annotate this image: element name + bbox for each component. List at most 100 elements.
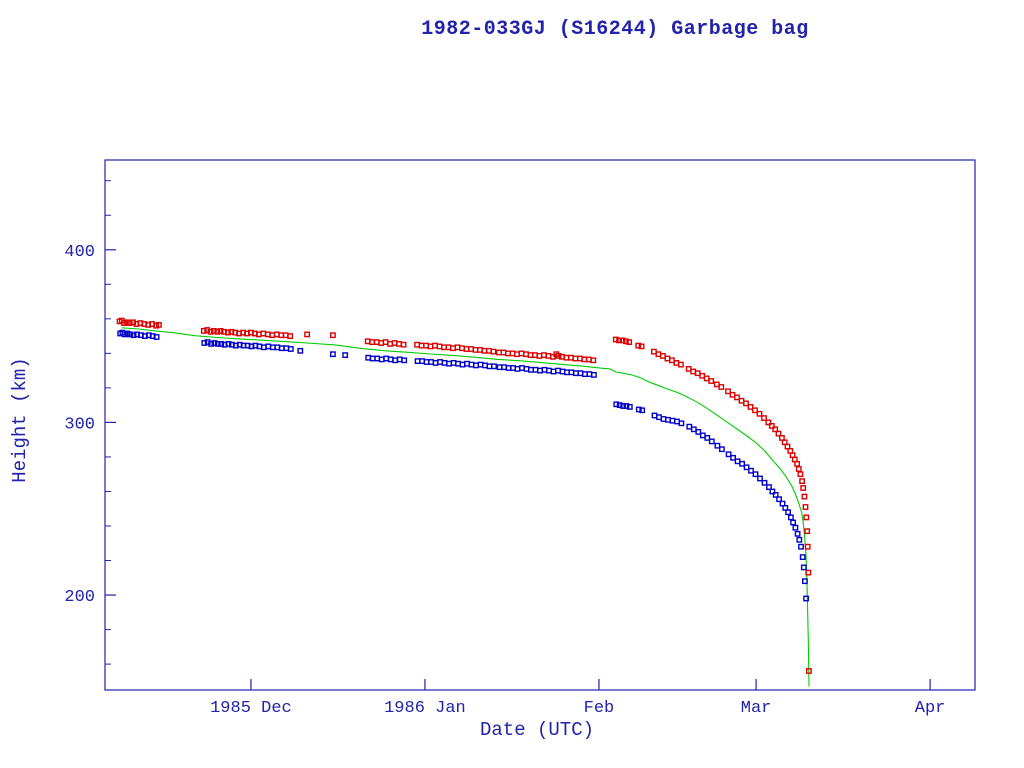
blue-marker (772, 492, 779, 498)
blue-marker (365, 354, 372, 361)
red-marker (772, 426, 779, 433)
blue-marker (699, 432, 706, 439)
blue-marker (423, 359, 430, 365)
blue-marker (496, 364, 503, 371)
blue-marker (803, 595, 810, 602)
blue-marker (739, 460, 746, 467)
red-marker (794, 460, 801, 467)
red-marker (801, 493, 808, 500)
blue-marker (523, 366, 530, 372)
red-marker (287, 333, 294, 339)
red-marker (468, 346, 474, 352)
red-marker (364, 338, 371, 345)
red-marker (264, 331, 271, 338)
blue-marker (660, 416, 667, 422)
red-marker (445, 344, 452, 351)
red-marker (414, 341, 420, 348)
red-marker (713, 381, 720, 388)
red-marker (635, 342, 642, 349)
red-marker (481, 347, 488, 354)
red-marker (765, 419, 772, 426)
y-tick-label: 400 (64, 243, 95, 262)
red-marker (436, 343, 443, 350)
blue-marker (798, 543, 804, 550)
blue-marker (555, 367, 561, 374)
blue-marker (505, 365, 512, 371)
blue-marker (752, 471, 759, 478)
red-marker (255, 331, 262, 338)
blue-marker (623, 403, 630, 409)
red-marker (269, 332, 276, 339)
red-marker (545, 353, 552, 359)
red-marker (638, 343, 645, 350)
blue-marker (532, 366, 539, 373)
red-marker (217, 328, 224, 334)
blue-marker (582, 371, 588, 377)
red-marker (500, 349, 507, 356)
blue-marker (704, 435, 711, 441)
red-marker (509, 350, 516, 357)
blue-marker (800, 564, 807, 571)
red-marker (568, 354, 574, 361)
blue-marker (626, 404, 633, 410)
blue-marker (748, 467, 754, 474)
blue-marker (464, 360, 470, 367)
red-marker (725, 388, 731, 395)
blue-marker (564, 369, 570, 376)
blue-marker (730, 454, 737, 461)
red-marker (664, 355, 671, 362)
red-marker (373, 339, 380, 345)
blue-marker (218, 341, 225, 347)
blue-marker (260, 344, 267, 351)
red-marker (802, 504, 809, 510)
red-marker (496, 349, 502, 356)
blue-marker (459, 361, 466, 368)
blue-marker (695, 429, 702, 435)
x-tick-label: Feb (584, 699, 615, 718)
blue-marker (214, 341, 221, 347)
blue-marker (690, 426, 697, 433)
series-red-squares (116, 317, 812, 674)
blue-marker (130, 332, 137, 339)
blue-marker (591, 372, 597, 378)
red-marker (804, 528, 811, 535)
red-marker (718, 384, 725, 390)
red-marker (541, 352, 547, 358)
blue-marker (665, 416, 671, 423)
blue-marker (799, 554, 806, 561)
blue-marker (586, 371, 593, 377)
blue-marker (501, 364, 507, 371)
x-axis-label: Date (UTC) (479, 719, 595, 741)
red-marker (463, 346, 470, 352)
blue-marker (766, 484, 772, 490)
red-marker (505, 350, 511, 357)
blue-marker (491, 363, 497, 370)
y-tick-label: 300 (64, 415, 95, 434)
blue-marker (419, 358, 425, 364)
red-marker (214, 328, 221, 335)
red-marker (514, 351, 520, 358)
blue-marker (473, 362, 479, 369)
red-marker (581, 356, 588, 363)
red-marker (655, 351, 662, 358)
red-marker (207, 328, 214, 335)
blue-marker (450, 360, 457, 366)
blue-marker (383, 355, 390, 362)
blue-marker (225, 341, 232, 347)
blue-marker (639, 407, 646, 414)
red-marker (224, 329, 231, 336)
red-marker (427, 343, 434, 350)
red-marker (304, 331, 310, 338)
red-marker (804, 543, 811, 550)
blue-marker (330, 351, 336, 358)
red-marker (523, 351, 529, 358)
blue-marker (269, 344, 276, 351)
series-green-line (121, 327, 810, 687)
red-marker (200, 328, 207, 334)
red-marker (563, 354, 570, 361)
blue-marker (708, 438, 715, 445)
red-marker (803, 514, 810, 521)
red-marker (795, 466, 802, 472)
blue-marker (211, 340, 218, 346)
blue-marker (761, 479, 768, 486)
